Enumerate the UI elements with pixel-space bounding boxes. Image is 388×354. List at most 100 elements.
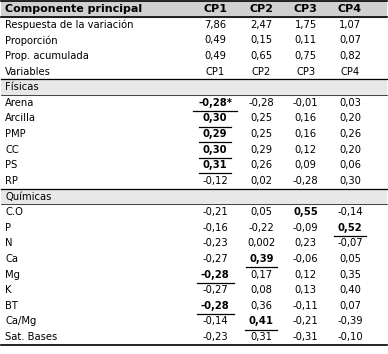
- Text: -0,28: -0,28: [249, 98, 274, 108]
- Text: N: N: [5, 238, 13, 249]
- Text: Arena: Arena: [5, 98, 35, 108]
- Text: 0,36: 0,36: [250, 301, 272, 311]
- Text: 0,29: 0,29: [250, 145, 272, 155]
- Text: 0,20: 0,20: [339, 145, 361, 155]
- Text: 0,12: 0,12: [294, 145, 317, 155]
- Text: -0,39: -0,39: [337, 316, 363, 326]
- Text: 0,16: 0,16: [294, 129, 317, 139]
- Text: -0,23: -0,23: [203, 238, 228, 249]
- Text: 0,40: 0,40: [339, 285, 361, 295]
- Text: CP2: CP2: [252, 67, 271, 76]
- Text: 0,82: 0,82: [339, 51, 361, 61]
- Text: -0,27: -0,27: [202, 254, 228, 264]
- Text: 0,23: 0,23: [295, 238, 317, 249]
- Text: 2,47: 2,47: [250, 20, 272, 30]
- Text: Proporción: Proporción: [5, 35, 58, 46]
- Text: CP2: CP2: [249, 4, 274, 14]
- Text: P: P: [5, 223, 11, 233]
- Text: 0,002: 0,002: [247, 238, 275, 249]
- Text: -0,28: -0,28: [293, 176, 319, 186]
- Text: C.O: C.O: [5, 207, 23, 217]
- Text: PS: PS: [5, 160, 17, 170]
- Text: 0,55: 0,55: [293, 207, 318, 217]
- Text: Físicas: Físicas: [5, 82, 39, 92]
- Text: 0,17: 0,17: [250, 269, 272, 280]
- Text: RP: RP: [5, 176, 18, 186]
- Text: 0,25: 0,25: [250, 129, 272, 139]
- Text: -0,23: -0,23: [203, 332, 228, 342]
- Text: CP1: CP1: [203, 4, 227, 14]
- Text: 0,02: 0,02: [250, 176, 272, 186]
- Text: -0,28: -0,28: [201, 269, 230, 280]
- Text: 0,03: 0,03: [339, 98, 361, 108]
- Text: CP4: CP4: [340, 67, 360, 76]
- Text: -0,28: -0,28: [201, 301, 230, 311]
- Text: K: K: [5, 285, 12, 295]
- Text: 0,31: 0,31: [250, 332, 272, 342]
- Text: Prop. acumulada: Prop. acumulada: [5, 51, 89, 61]
- Text: 0,12: 0,12: [294, 269, 317, 280]
- Text: 0,49: 0,49: [204, 35, 226, 45]
- Bar: [2, 189, 386, 204]
- Text: 0,31: 0,31: [203, 160, 228, 170]
- Text: CP3: CP3: [296, 67, 315, 76]
- Text: -0,11: -0,11: [293, 301, 319, 311]
- Text: Ca/Mg: Ca/Mg: [5, 316, 36, 326]
- Text: 0,11: 0,11: [294, 35, 317, 45]
- Text: Variables: Variables: [5, 67, 51, 76]
- Text: 0,13: 0,13: [295, 285, 317, 295]
- Text: 0,07: 0,07: [339, 301, 361, 311]
- Text: -0,28*: -0,28*: [198, 98, 232, 108]
- Text: -0,14: -0,14: [203, 316, 228, 326]
- Text: 0,06: 0,06: [339, 160, 361, 170]
- Text: 0,52: 0,52: [338, 223, 362, 233]
- Text: CC: CC: [5, 145, 19, 155]
- Text: Químicas: Químicas: [5, 192, 52, 201]
- Text: 0,08: 0,08: [251, 285, 272, 295]
- Text: 0,30: 0,30: [203, 145, 227, 155]
- Text: -0,07: -0,07: [337, 238, 363, 249]
- Text: -0,16: -0,16: [202, 223, 228, 233]
- Text: 0,16: 0,16: [294, 114, 317, 124]
- Text: -0,31: -0,31: [293, 332, 319, 342]
- Text: 0,07: 0,07: [339, 35, 361, 45]
- Text: Sat. Bases: Sat. Bases: [5, 332, 57, 342]
- Text: BT: BT: [5, 301, 18, 311]
- Text: 0,39: 0,39: [249, 254, 274, 264]
- Text: -0,06: -0,06: [293, 254, 319, 264]
- Text: Mg: Mg: [5, 269, 20, 280]
- Text: CP3: CP3: [294, 4, 318, 14]
- Text: Arcilla: Arcilla: [5, 114, 36, 124]
- Text: 0,29: 0,29: [203, 129, 227, 139]
- Text: 0,25: 0,25: [250, 114, 272, 124]
- Text: -0,21: -0,21: [202, 207, 228, 217]
- Text: CP4: CP4: [338, 4, 362, 14]
- Text: Ca: Ca: [5, 254, 18, 264]
- Text: 0,26: 0,26: [250, 160, 272, 170]
- Text: 0,30: 0,30: [203, 114, 227, 124]
- Text: Respuesta de la variación: Respuesta de la variación: [5, 19, 134, 30]
- Text: -0,01: -0,01: [293, 98, 319, 108]
- Text: -0,09: -0,09: [293, 223, 319, 233]
- Text: CP1: CP1: [206, 67, 225, 76]
- Text: -0,10: -0,10: [337, 332, 363, 342]
- Text: 0,65: 0,65: [250, 51, 272, 61]
- Text: -0,21: -0,21: [293, 316, 319, 326]
- Text: 1,07: 1,07: [339, 20, 361, 30]
- Text: 0,49: 0,49: [204, 51, 226, 61]
- Text: 0,35: 0,35: [339, 269, 361, 280]
- Text: PMP: PMP: [5, 129, 26, 139]
- Text: -0,27: -0,27: [202, 285, 228, 295]
- Text: 0,20: 0,20: [339, 114, 361, 124]
- Text: -0,14: -0,14: [337, 207, 363, 217]
- Text: 0,75: 0,75: [294, 51, 317, 61]
- Text: 0,15: 0,15: [250, 35, 272, 45]
- Text: 0,41: 0,41: [249, 316, 274, 326]
- Text: 0,26: 0,26: [339, 129, 361, 139]
- Text: 0,05: 0,05: [339, 254, 361, 264]
- Text: 0,09: 0,09: [295, 160, 317, 170]
- Text: 0,05: 0,05: [250, 207, 272, 217]
- Text: Componente principal: Componente principal: [5, 4, 142, 14]
- Bar: [2, 1, 386, 17]
- Text: -0,22: -0,22: [249, 223, 274, 233]
